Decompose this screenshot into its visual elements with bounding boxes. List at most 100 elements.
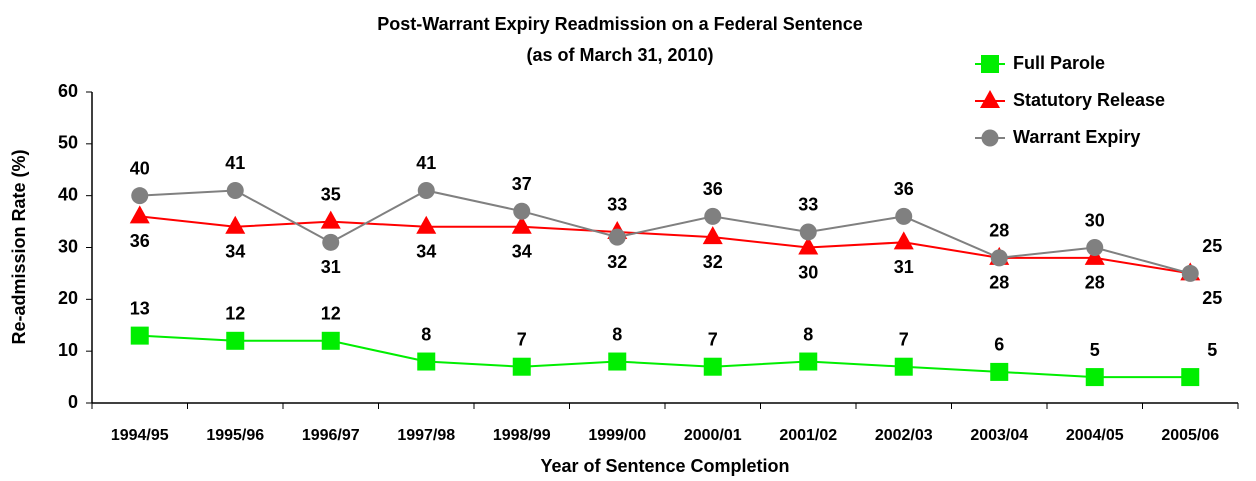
marker <box>226 331 245 350</box>
marker <box>322 233 340 251</box>
data-label: 37 <box>512 174 532 194</box>
marker <box>704 207 722 225</box>
marker <box>417 352 436 371</box>
x-tick-label: 2000/01 <box>684 427 742 444</box>
legend-label: Full Parole <box>1013 53 1105 73</box>
chart-subtitle: (as of March 31, 2010) <box>526 45 713 65</box>
data-label: 13 <box>130 298 150 318</box>
marker <box>608 352 627 371</box>
legend-label: Warrant Expiry <box>1013 127 1140 147</box>
data-label: 5 <box>1207 340 1217 360</box>
data-label: 7 <box>517 329 527 349</box>
x-tick-label: 1996/97 <box>302 427 360 444</box>
marker <box>608 228 626 246</box>
marker <box>417 181 435 199</box>
data-label: 30 <box>798 262 818 282</box>
marker <box>703 357 722 376</box>
y-tick-label: 0 <box>68 392 78 412</box>
x-tick-label: 2002/03 <box>875 427 933 444</box>
data-label: 7 <box>899 329 909 349</box>
x-tick-label: 1998/99 <box>493 427 551 444</box>
data-label: 32 <box>607 252 627 272</box>
marker <box>130 326 149 345</box>
marker <box>702 226 723 245</box>
marker <box>225 215 246 234</box>
x-tick-label: 1994/95 <box>111 427 169 444</box>
data-label: 12 <box>225 304 245 324</box>
marker <box>895 207 913 225</box>
marker <box>511 215 532 234</box>
x-tick-label: 1997/98 <box>397 427 455 444</box>
y-tick-label: 50 <box>58 133 78 153</box>
data-label: 25 <box>1202 288 1222 308</box>
marker <box>416 215 437 234</box>
x-tick-label: 1999/00 <box>588 427 646 444</box>
data-label: 8 <box>612 324 622 344</box>
data-label: 5 <box>1090 340 1100 360</box>
marker <box>513 202 531 220</box>
data-label: 28 <box>1085 273 1105 293</box>
data-label: 30 <box>1085 210 1105 230</box>
data-label: 41 <box>416 153 436 173</box>
marker <box>1085 368 1104 387</box>
marker <box>131 187 149 205</box>
series-line <box>139 334 1191 379</box>
data-label: 32 <box>703 252 723 272</box>
marker <box>129 205 150 224</box>
data-label: 36 <box>130 231 150 251</box>
data-label: 34 <box>416 242 436 262</box>
data-label: 40 <box>130 158 150 178</box>
legend-label: Statutory Release <box>1013 90 1165 110</box>
data-label: 33 <box>798 195 818 215</box>
data-label: 6 <box>994 335 1004 355</box>
y-tick-label: 60 <box>58 81 78 101</box>
marker <box>990 249 1008 267</box>
marker <box>799 352 818 371</box>
marker <box>1181 264 1199 282</box>
legend-marker <box>981 55 999 73</box>
marker <box>512 357 531 376</box>
marker <box>799 223 817 241</box>
y-axis-label: Re-admission Rate (%) <box>9 149 29 344</box>
data-label: 36 <box>894 179 914 199</box>
series-line <box>139 215 1191 275</box>
data-label: 8 <box>421 324 431 344</box>
y-tick-label: 10 <box>58 340 78 360</box>
x-tick-label: 2003/04 <box>970 427 1028 444</box>
marker <box>320 210 341 229</box>
x-tick-label: 2001/02 <box>779 427 837 444</box>
data-label: 12 <box>321 304 341 324</box>
marker <box>990 362 1009 381</box>
data-label: 25 <box>1202 236 1222 256</box>
data-label: 31 <box>894 257 914 277</box>
data-label: 7 <box>708 329 718 349</box>
series-line <box>139 189 1191 275</box>
x-tick-label: 1995/96 <box>206 427 264 444</box>
legend-marker <box>980 90 1000 108</box>
data-label: 41 <box>225 153 245 173</box>
marker <box>893 231 914 250</box>
marker <box>1086 239 1104 256</box>
data-label: 35 <box>321 184 341 204</box>
data-label: 31 <box>321 257 341 277</box>
data-label: 34 <box>512 242 532 262</box>
chart-title: Post-Warrant Expiry Readmission on a Fed… <box>377 14 862 34</box>
data-label: 36 <box>703 179 723 199</box>
marker <box>1181 368 1200 387</box>
data-label: 28 <box>989 221 1009 241</box>
marker <box>321 331 340 350</box>
data-label: 34 <box>225 242 245 262</box>
x-axis-label: Year of Sentence Completion <box>540 456 789 476</box>
y-tick-label: 40 <box>58 184 78 204</box>
marker <box>798 236 819 255</box>
data-label: 8 <box>803 324 813 344</box>
data-label: 28 <box>989 273 1009 293</box>
x-tick-label: 2004/05 <box>1066 427 1124 444</box>
marker <box>226 181 244 199</box>
x-tick-label: 2005/06 <box>1161 427 1219 444</box>
marker <box>894 357 913 376</box>
y-tick-label: 30 <box>58 236 78 256</box>
legend-marker <box>981 129 999 147</box>
data-label: 33 <box>607 195 627 215</box>
